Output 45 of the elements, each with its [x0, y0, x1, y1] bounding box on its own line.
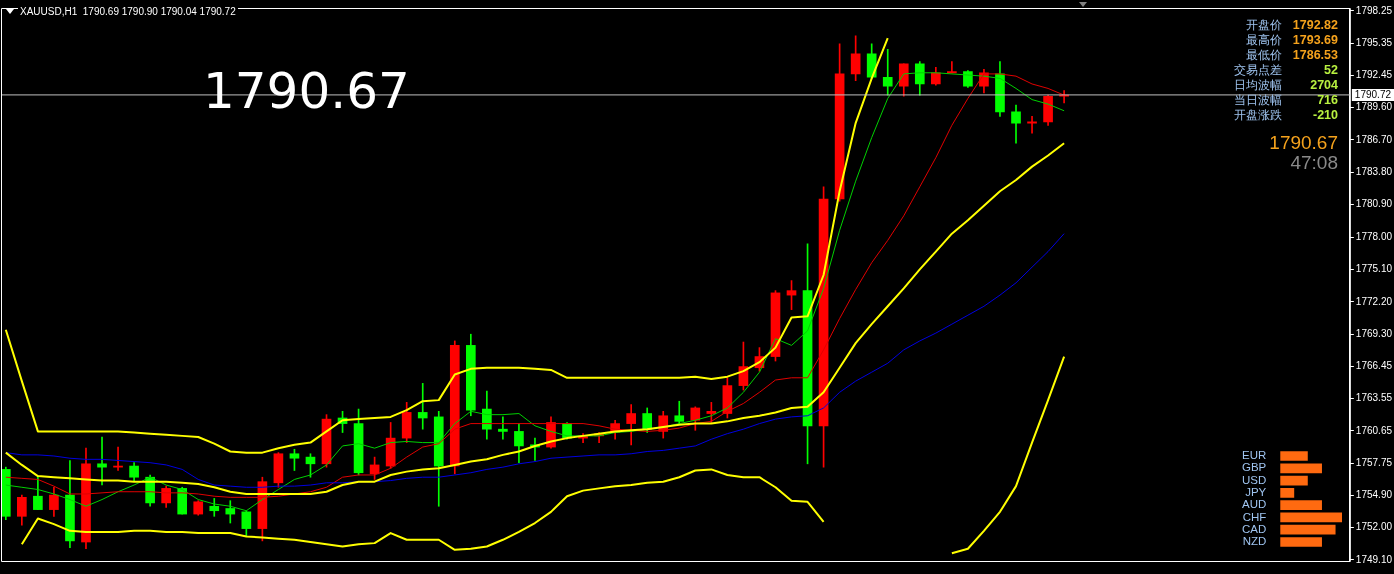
y-tick-label: 1749.10 — [1355, 553, 1393, 565]
y-tick-label: 1780.90 — [1355, 198, 1393, 210]
y-tick-label: 1798.25 — [1355, 4, 1393, 16]
chart-title: XAUUSD,H1 1790.69 1790.90 1790.04 1790.72 — [18, 6, 238, 18]
text: -210 — [1312, 108, 1338, 122]
y-tick-label: 1757.75 — [1355, 457, 1393, 468]
y-tick-label: 1752.00 — [1355, 521, 1393, 533]
y-tick-label: 1786.70 — [1355, 133, 1393, 145]
y-tick-label: 1769.30 — [1355, 327, 1393, 339]
y-tick-label: 1766.45 — [1355, 359, 1393, 371]
text: 最高价 — [1246, 33, 1282, 47]
text: 开盘价 — [1246, 18, 1282, 32]
text: 日均波幅 — [1234, 78, 1282, 92]
y-tick-label: 1783.80 — [1355, 165, 1393, 177]
text: 1786.53 — [1292, 48, 1338, 62]
y-tick-label: 1792.45 — [1355, 69, 1393, 81]
text: 1790.67 — [1269, 132, 1338, 153]
text: 716 — [1317, 93, 1338, 107]
y-tick-label: 1754.90 — [1355, 488, 1393, 500]
y-tick-label: GBP — [1241, 461, 1267, 474]
text: 52 — [1324, 63, 1338, 77]
y-tick-label: 1763.55 — [1355, 392, 1393, 404]
y-tick-label: 1789.60 — [1355, 101, 1393, 113]
y-tick-label: 1775.10 — [1355, 263, 1393, 275]
y-tick-label: 1772.20 — [1355, 295, 1393, 307]
y-tick-label: CAD — [1242, 522, 1267, 535]
y-tick-label: 1760.65 — [1355, 424, 1393, 436]
text: 交易点差 — [1234, 63, 1282, 77]
ref-line-label: 1790.72 — [1354, 88, 1392, 100]
text: 最低价 — [1246, 48, 1282, 62]
y-tick-label: JPY — [1245, 486, 1267, 499]
y-tick-label: 1778.00 — [1355, 230, 1393, 242]
y-tick-label: USD — [1242, 473, 1267, 486]
y-tick-label: AUD — [1242, 498, 1267, 511]
annotation: 1790.67 — [203, 62, 410, 120]
text: 47:08 — [1290, 152, 1338, 173]
text: 当日波幅 — [1234, 93, 1282, 107]
text: 开盘涨跌 — [1234, 108, 1282, 122]
text: 1793.69 — [1292, 33, 1338, 47]
y-tick-label: CHF — [1242, 510, 1267, 523]
y-tick-label: EUR — [1242, 449, 1267, 462]
text: 1792.82 — [1292, 18, 1338, 32]
y-tick-label: NZD — [1242, 535, 1267, 548]
y-tick-label: 1795.35 — [1355, 36, 1393, 48]
text: 2704 — [1310, 78, 1338, 92]
